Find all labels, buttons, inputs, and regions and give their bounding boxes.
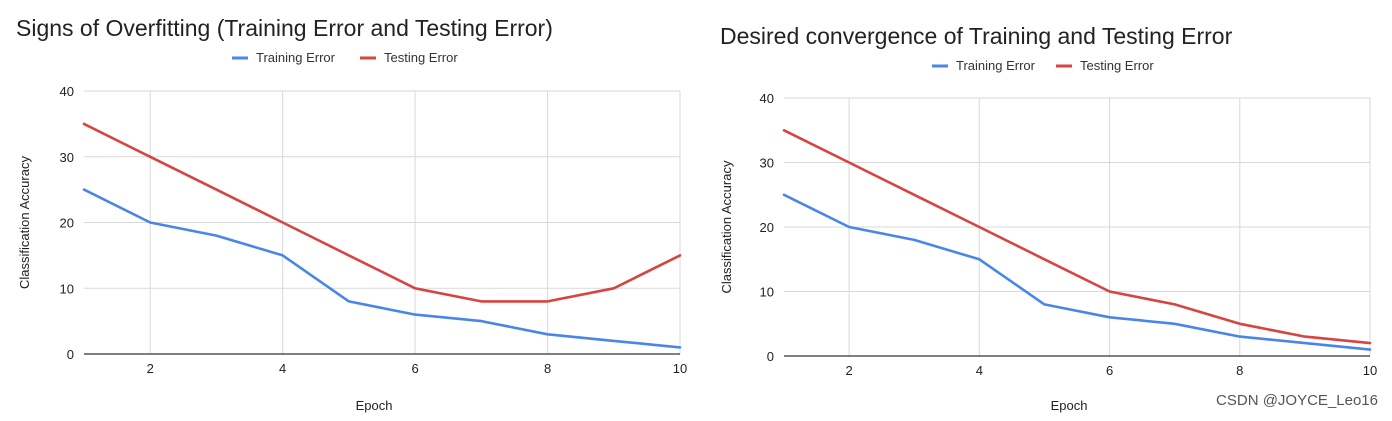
y-tick-label: 20: [760, 220, 774, 235]
y-tick-label: 30: [60, 150, 74, 165]
y-tick-label: 30: [760, 156, 774, 171]
chart-title: Signs of Overfitting (Training Error and…: [16, 15, 553, 41]
watermark-text: CSDN @JOYCE_Leo16: [1216, 392, 1378, 409]
series-line-testing-error: [782, 129, 1372, 345]
y-tick-label: 10: [760, 285, 774, 300]
y-tick-label: 40: [60, 84, 74, 99]
x-tick-label: 2: [147, 361, 154, 376]
x-axis-title: Epoch: [356, 398, 393, 413]
legend-label-testing: Testing Error: [1080, 58, 1154, 73]
series-line-training-error: [82, 188, 682, 349]
y-axis-title: Classification Accuracy: [17, 156, 32, 289]
x-tick-label: 6: [411, 361, 418, 376]
y-tick-label: 40: [760, 91, 774, 106]
y-axis-title: Classification Accuracy: [719, 160, 734, 293]
x-tick-label: 10: [1363, 363, 1377, 378]
series-line-training-error: [782, 193, 1372, 351]
y-tick-label: 10: [60, 281, 74, 296]
x-tick-label: 8: [544, 361, 551, 376]
y-tick-label: 0: [67, 347, 74, 362]
x-tick-label: 4: [976, 363, 983, 378]
legend-label-testing: Testing Error: [384, 50, 458, 65]
legend-label-training: Training Error: [256, 50, 336, 65]
x-tick-label: 6: [1106, 363, 1113, 378]
x-tick-label: 2: [845, 363, 852, 378]
legend-label-training: Training Error: [956, 58, 1036, 73]
y-tick-label: 20: [60, 216, 74, 231]
x-tick-label: 4: [279, 361, 286, 376]
x-tick-label: 8: [1236, 363, 1243, 378]
x-tick-label: 10: [673, 361, 687, 376]
y-tick-label: 0: [767, 349, 774, 364]
x-axis-title: Epoch: [1051, 398, 1088, 413]
series-line-testing-error: [82, 122, 682, 303]
chart-title: Desired convergence of Training and Test…: [720, 23, 1233, 49]
